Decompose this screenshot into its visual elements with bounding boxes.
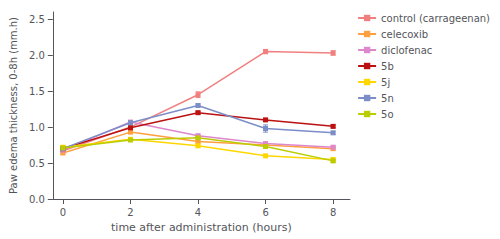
svg-text:2.0: 2.0 xyxy=(29,50,45,61)
svg-text:0: 0 xyxy=(60,207,66,218)
svg-text:time after administration (hou: time after administration (hours) xyxy=(111,221,292,234)
svg-text:8: 8 xyxy=(330,207,336,218)
svg-text:2.5: 2.5 xyxy=(29,14,45,25)
svg-text:0.0: 0.0 xyxy=(29,194,45,205)
svg-text:5n: 5n xyxy=(381,93,394,104)
svg-text:4: 4 xyxy=(195,207,201,218)
svg-text:0.5: 0.5 xyxy=(29,158,45,169)
svg-text:6: 6 xyxy=(262,207,268,218)
svg-text:5b: 5b xyxy=(381,61,394,72)
svg-text:5j: 5j xyxy=(381,77,390,88)
svg-text:5o: 5o xyxy=(381,109,393,120)
svg-text:diclofenac: diclofenac xyxy=(381,45,432,56)
svg-text:control (carrageenan): control (carrageenan) xyxy=(381,13,490,24)
svg-text:1.5: 1.5 xyxy=(29,86,45,97)
svg-text:Paw edema thickness, 0-8h (mm.: Paw edema thickness, 0-8h (mm.h) xyxy=(8,17,19,194)
svg-text:celecoxib: celecoxib xyxy=(381,29,428,40)
svg-text:1.0: 1.0 xyxy=(29,122,45,133)
svg-text:2: 2 xyxy=(127,207,133,218)
